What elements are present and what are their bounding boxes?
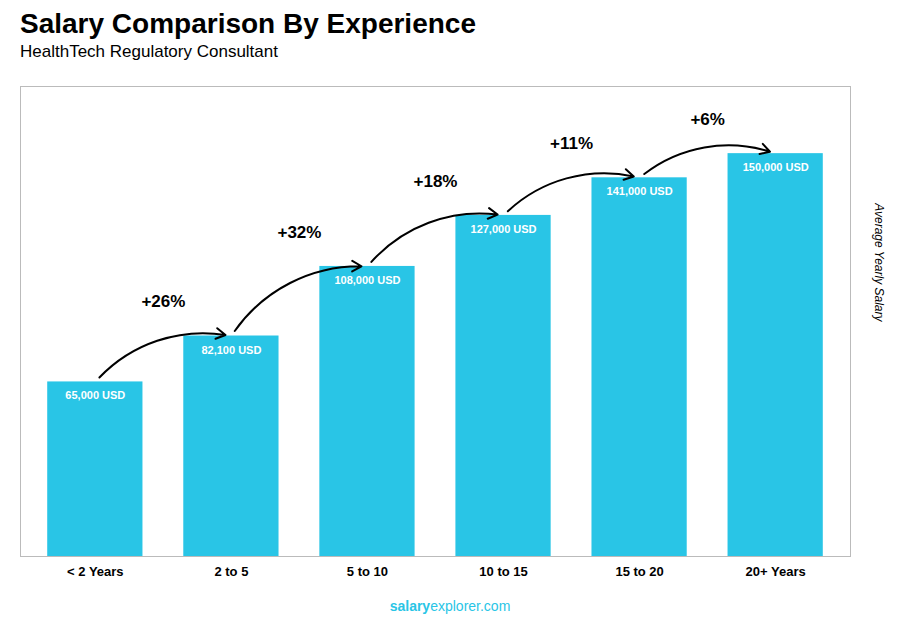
svg-text:108,000 USD: 108,000 USD	[334, 274, 400, 286]
html-text:salary explorer.com: salary explorer.com	[389, 598, 511, 614]
svg-text:141,000 USD: 141,000 USD	[607, 185, 673, 197]
svg-text:+6%: +6%	[690, 110, 725, 129]
svg-text:+32%: +32%	[277, 223, 321, 242]
svg-text:10 to 15: 10 to 15	[479, 564, 527, 579]
svg-text:< 2 Years: < 2 Years	[67, 564, 124, 579]
svg-text:+11%: +11%	[550, 134, 593, 153]
svg-text:65,000 USD: 65,000 USD	[65, 389, 125, 401]
html-text:Salary Comparison By Experienc: Salary Comparison By Experience	[20, 8, 476, 39]
svg-text:2 to 5: 2 to 5	[214, 564, 248, 579]
svg-text:150,000 USD: 150,000 USD	[743, 161, 809, 173]
svg-text:127,000 USD: 127,000 USD	[471, 223, 537, 235]
svg-text:15 to 20: 15 to 20	[615, 564, 663, 579]
svg-text:5 to 10: 5 to 10	[347, 564, 388, 579]
svg-text:Average Yearly Salary: Average Yearly Salary	[872, 202, 886, 322]
svg-text:+18%: +18%	[414, 172, 458, 191]
svg-text:+26%: +26%	[141, 292, 185, 311]
html-text:HealthTech Regulatory Consulta: HealthTech Regulatory Consultant	[20, 42, 278, 61]
svg-text:82,100 USD: 82,100 USD	[201, 344, 261, 356]
svg-text:20+ Years: 20+ Years	[746, 564, 806, 579]
